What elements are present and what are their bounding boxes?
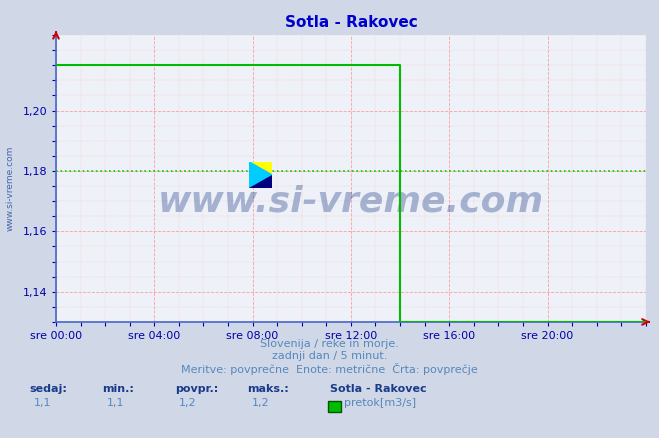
Title: Sotla - Rakovec: Sotla - Rakovec (285, 15, 417, 30)
Text: maks.:: maks.: (247, 384, 289, 394)
Polygon shape (249, 175, 272, 188)
Text: 1,1: 1,1 (107, 399, 124, 409)
Text: 1,2: 1,2 (252, 399, 269, 409)
Text: 1,2: 1,2 (179, 399, 196, 409)
Polygon shape (249, 162, 272, 188)
Text: Sotla - Rakovec: Sotla - Rakovec (330, 384, 426, 394)
Polygon shape (249, 162, 272, 175)
Text: sedaj:: sedaj: (30, 384, 67, 394)
Text: povpr.:: povpr.: (175, 384, 218, 394)
Text: www.si-vreme.com: www.si-vreme.com (158, 184, 544, 219)
Text: 1,1: 1,1 (34, 399, 51, 409)
Text: pretok[m3/s]: pretok[m3/s] (344, 399, 416, 409)
Text: min.:: min.: (102, 384, 134, 394)
Text: zadnji dan / 5 minut.: zadnji dan / 5 minut. (272, 351, 387, 361)
Text: www.si-vreme.com: www.si-vreme.com (5, 146, 14, 231)
Text: Meritve: povprečne  Enote: metrične  Črta: povprečje: Meritve: povprečne Enote: metrične Črta:… (181, 363, 478, 375)
Text: Slovenija / reke in morje.: Slovenija / reke in morje. (260, 339, 399, 350)
